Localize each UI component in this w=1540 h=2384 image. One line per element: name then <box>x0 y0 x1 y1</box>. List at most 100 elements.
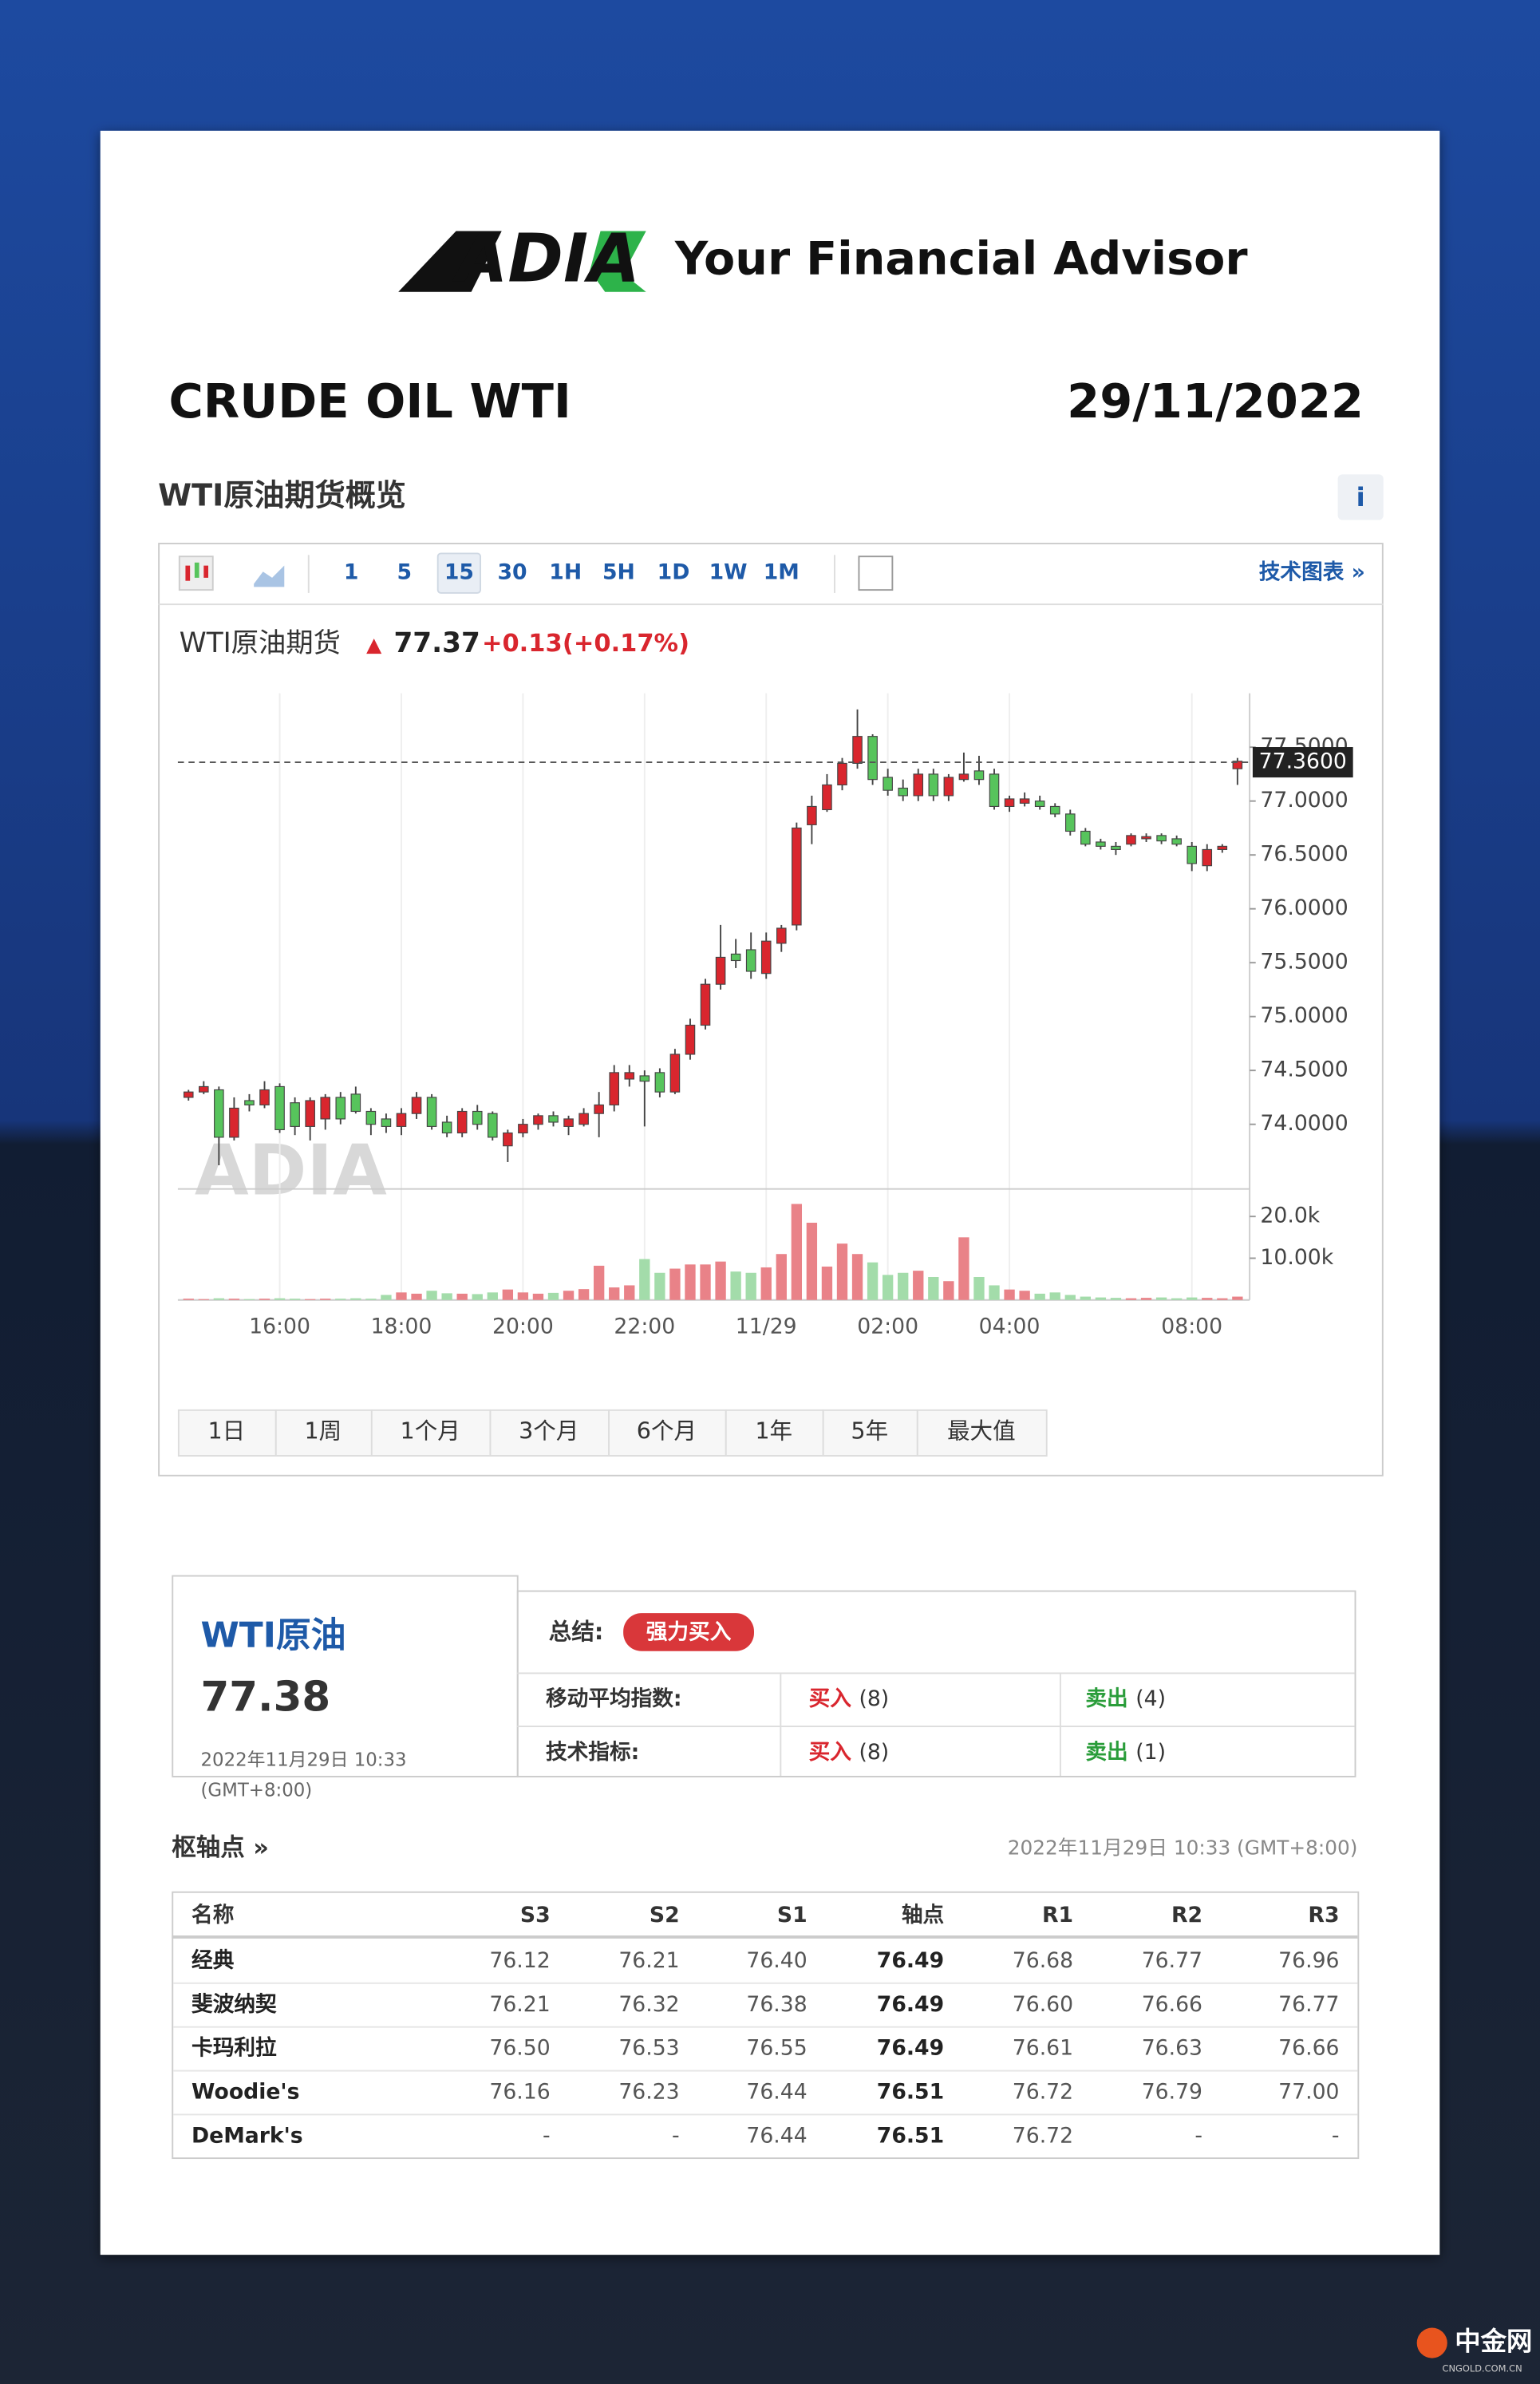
range-label[interactable]: 5年 <box>851 1417 888 1444</box>
pivot-header: S1 <box>777 1903 808 1927</box>
layout-icon[interactable] <box>858 555 894 591</box>
candle-body <box>700 983 711 1026</box>
x-tick-label: 22:00 <box>614 1315 675 1339</box>
pivot-header: R2 <box>1171 1903 1202 1927</box>
volume-bar <box>685 1264 696 1300</box>
candle-body <box>639 1075 650 1082</box>
candle-icon[interactable] <box>178 555 214 591</box>
interval-button[interactable]: 1D <box>657 560 690 585</box>
volume-bar <box>913 1271 924 1300</box>
pivot-cell: 76.21 <box>489 1992 550 2017</box>
range-button[interactable] <box>274 1409 373 1457</box>
volume-bar <box>578 1289 590 1300</box>
interval-button[interactable]: 5H <box>602 560 635 585</box>
candle-body <box>229 1107 239 1138</box>
pivot-row-name: DeMark's <box>192 2123 303 2148</box>
candle-body <box>1232 761 1243 769</box>
sell-count: (4) <box>1135 1686 1166 1711</box>
interval-button[interactable]: 15 <box>444 560 474 585</box>
candle-body <box>807 805 817 825</box>
volume-bar <box>1049 1292 1060 1300</box>
range-label[interactable]: 1个月 <box>401 1417 460 1444</box>
interval-button[interactable]: 30 <box>498 560 527 585</box>
volume-bar <box>1187 1297 1198 1300</box>
volume-bar <box>928 1276 939 1300</box>
pivot-cell: 76.60 <box>1013 1992 1073 2017</box>
volume-bar <box>381 1295 392 1300</box>
price-label: 77.3600 <box>1259 749 1347 774</box>
candle-body <box>533 1115 543 1125</box>
candle-body <box>183 1091 194 1098</box>
volume-bar <box>456 1293 468 1300</box>
info-icon[interactable]: i <box>1356 482 1365 512</box>
volume-bar <box>745 1272 756 1300</box>
pivot-cell: 76.16 <box>489 2080 550 2105</box>
volume-bar <box>183 1299 194 1300</box>
x-tick-label: 16:00 <box>249 1315 310 1339</box>
range-label[interactable]: 1周 <box>304 1417 342 1444</box>
range-label[interactable]: 3个月 <box>519 1417 578 1444</box>
summary-label: 总结: <box>549 1618 604 1645</box>
candle-body <box>594 1104 604 1114</box>
range-button[interactable] <box>725 1409 824 1457</box>
chart-link[interactable]: 技术图表 » <box>1259 560 1365 585</box>
candle-body <box>913 773 924 797</box>
volume-bar <box>821 1266 833 1300</box>
volume-bar <box>1034 1293 1045 1300</box>
range-label[interactable]: 最大值 <box>947 1417 1016 1444</box>
volume-bar <box>624 1285 635 1300</box>
pivot-cell: 76.21 <box>618 1948 679 1973</box>
y-tick-label: 74.0000 <box>1260 1111 1348 1136</box>
summary-price: 77.38 <box>200 1674 330 1722</box>
interval-button[interactable]: 1W <box>709 560 748 585</box>
pivot-header: 名称 <box>192 1903 235 1927</box>
icon-bar[interactable] <box>185 565 191 581</box>
range-button[interactable] <box>916 1409 1048 1457</box>
buy-label: 买入 <box>809 1740 852 1765</box>
candle-body <box>456 1110 468 1134</box>
interval-active[interactable] <box>436 552 482 594</box>
range-button[interactable] <box>822 1409 918 1457</box>
candle-body <box>548 1115 559 1123</box>
pivot-cell: 76.49 <box>877 1992 944 2017</box>
volume-bar <box>898 1272 909 1300</box>
info-button[interactable] <box>1337 474 1384 520</box>
pivot-cell: 76.96 <box>1278 1948 1339 1973</box>
range-label[interactable]: 6个月 <box>637 1417 697 1444</box>
pivot-cell: 76.61 <box>1013 2036 1073 2061</box>
range-label[interactable]: 1年 <box>755 1417 792 1444</box>
interval-button[interactable]: 1 <box>344 560 359 585</box>
interval-button[interactable]: 1H <box>549 560 582 585</box>
volume-bar <box>1019 1291 1030 1300</box>
pivot-header: R1 <box>1042 1903 1073 1927</box>
pivot-header: 轴点 <box>902 1903 944 1927</box>
candle-body <box>928 773 939 797</box>
candle-body <box>488 1113 498 1138</box>
pivot-cell: 76.77 <box>1142 1948 1202 1973</box>
candle-body <box>1187 845 1197 864</box>
area-icon[interactable] <box>254 565 285 587</box>
pivot-cell: 76.79 <box>1142 2080 1202 2105</box>
pivot-cell: 76.49 <box>877 1948 944 1973</box>
icon-bar[interactable] <box>194 562 199 578</box>
range-button[interactable] <box>370 1409 492 1457</box>
volume-bar <box>426 1291 437 1300</box>
range-button[interactable] <box>608 1409 727 1457</box>
volume-bar <box>472 1294 483 1300</box>
range-label[interactable]: 1日 <box>208 1417 246 1444</box>
interval-button[interactable]: 5 <box>397 560 413 585</box>
volume-bar <box>335 1299 346 1300</box>
up-arrow <box>366 639 382 654</box>
icon-bar[interactable] <box>203 565 209 578</box>
chart: ADIA 16:00 18:00 20:00 22:00 11/29 02:00 04:00 0… <box>177 693 1353 1339</box>
quote-price: 77.37 <box>393 627 480 659</box>
candle-body <box>973 770 985 781</box>
interval-button[interactable]: 1M <box>764 560 800 585</box>
volume-bar <box>669 1268 681 1300</box>
range-button[interactable] <box>177 1409 277 1457</box>
candle-body <box>472 1110 483 1125</box>
volume-bar <box>228 1299 240 1300</box>
pivot-title[interactable]: 枢轴点 » <box>172 1834 269 1862</box>
pivot-row-name: 斐波纳契 <box>192 1992 277 2017</box>
candle-body <box>624 1072 635 1080</box>
